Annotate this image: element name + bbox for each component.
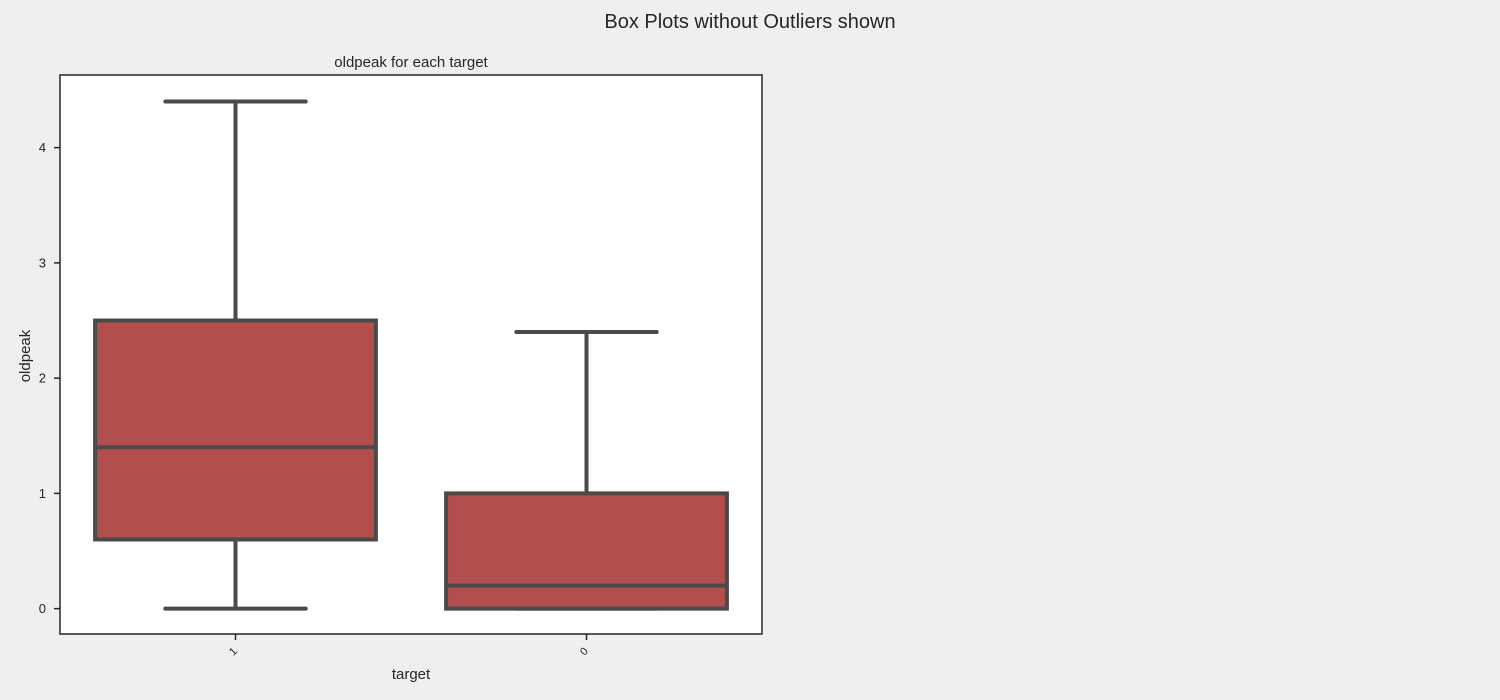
y-tick-label: 0 [39,601,46,616]
x-axis-label: target [392,666,431,683]
axes-title: oldpeak for each target [334,54,488,71]
y-tick-label: 4 [39,140,46,155]
box-0 [444,491,729,611]
y-tick-label: 2 [39,371,46,386]
y-tick-label: 3 [39,255,46,270]
box-1 [93,318,378,542]
chart-marks: 0 1 2 3 4 1 0 [39,99,729,658]
figure-title: Box Plots without Outliers shown [604,11,895,33]
y-axis-label: oldpeak [17,329,34,382]
x-tick-label: 0 [578,645,591,658]
x-tick-label: 1 [227,645,240,658]
y-tick-label: 1 [39,486,46,501]
